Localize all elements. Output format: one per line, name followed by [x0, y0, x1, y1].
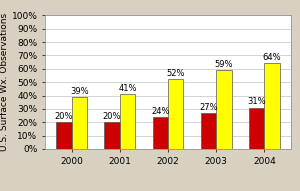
Text: 27%: 27% — [199, 103, 218, 112]
Bar — [216, 70, 232, 149]
Text: 59%: 59% — [215, 60, 233, 69]
Bar — [249, 108, 264, 149]
Bar — [56, 122, 72, 149]
Bar — [168, 79, 183, 149]
Text: 31%: 31% — [248, 97, 266, 106]
Text: 39%: 39% — [70, 87, 88, 96]
Bar — [120, 94, 135, 149]
Text: 52%: 52% — [167, 69, 185, 78]
Text: 20%: 20% — [55, 112, 73, 121]
Text: 20%: 20% — [103, 112, 121, 121]
Bar — [201, 113, 216, 149]
Text: 41%: 41% — [118, 84, 137, 93]
Text: 64%: 64% — [263, 53, 281, 62]
Bar — [72, 97, 87, 149]
Bar — [153, 117, 168, 149]
Bar — [104, 122, 120, 149]
Y-axis label: U.S. Surface Wx. Observations: U.S. Surface Wx. Observations — [0, 13, 9, 151]
Bar — [264, 63, 280, 149]
Text: 24%: 24% — [151, 107, 170, 116]
